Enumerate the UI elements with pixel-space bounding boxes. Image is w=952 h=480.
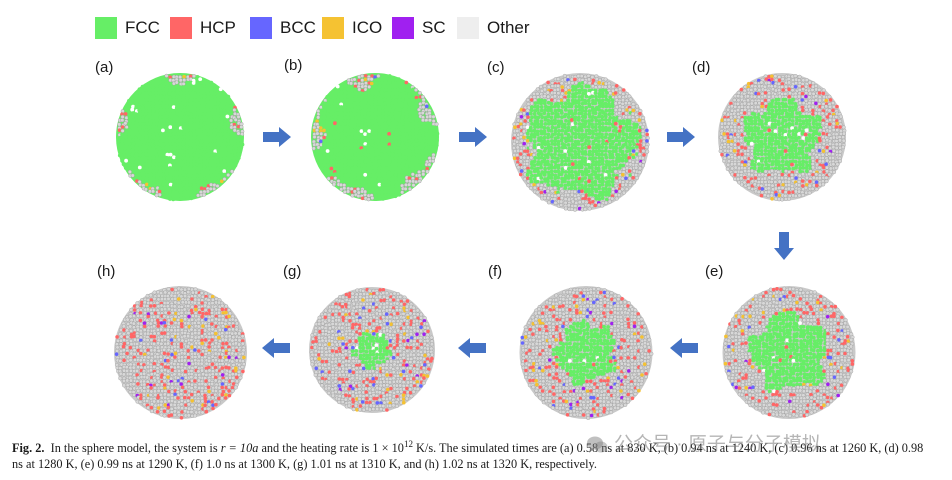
legend-label-ico: ICO bbox=[352, 18, 383, 37]
sphere-panel-c bbox=[511, 73, 650, 212]
caption-text-1: In the sphere model, the system is bbox=[50, 441, 221, 456]
legend-label-other: Other bbox=[487, 18, 530, 37]
sphere-panel-d bbox=[718, 73, 847, 202]
sphere-panel-f bbox=[519, 286, 654, 420]
legend-label-hcp: HCP bbox=[200, 18, 236, 37]
figure-caption: Fig. 2. In the sphere model, the system … bbox=[12, 436, 937, 472]
caption-rate-mantissa: 1 × 10 bbox=[372, 441, 404, 456]
panel-label-e: (e) bbox=[705, 263, 724, 280]
arrow-left-e-f bbox=[670, 338, 698, 358]
legend-label-bcc: BCC bbox=[280, 18, 316, 37]
legend-swatch-hcp bbox=[170, 17, 192, 39]
sphere-panel-h bbox=[114, 286, 247, 420]
arrow-right-b-c bbox=[459, 127, 487, 147]
arrow-left-f-g bbox=[458, 338, 486, 358]
panel-label-d: (d) bbox=[692, 59, 711, 76]
legend-label-fcc: FCC bbox=[125, 18, 160, 37]
legend-swatch-bcc bbox=[250, 17, 272, 39]
panel-label-h: (h) bbox=[97, 263, 116, 280]
sphere-panel-g bbox=[309, 287, 435, 413]
caption-text-2: and the heating rate is bbox=[258, 441, 373, 456]
panel-label-g: (g) bbox=[283, 263, 302, 280]
legend-swatch-sc bbox=[392, 17, 414, 39]
arrow-right-c-d bbox=[667, 127, 695, 147]
arrow-down-d-e bbox=[774, 232, 794, 260]
watermark-text: 公众号 · 原子与分子模拟 bbox=[614, 434, 821, 455]
panel-label-a: (a) bbox=[95, 59, 114, 76]
caption-text-rest: The simulated times are (a) 0.58 ns at 8… bbox=[12, 441, 924, 472]
legend-swatch-fcc bbox=[95, 17, 117, 39]
caption-r-expr: r = 10a bbox=[220, 441, 259, 456]
panel-label-f: (f) bbox=[488, 263, 503, 280]
sphere-panel-b bbox=[311, 73, 440, 202]
sphere-panel-a bbox=[116, 73, 245, 202]
legend-swatch-ico bbox=[322, 17, 344, 39]
caption-fig-label: Fig. 2. bbox=[12, 441, 45, 456]
arrow-left-g-h bbox=[262, 338, 290, 358]
panel-label-c: (c) bbox=[487, 59, 505, 76]
legend-swatch-other bbox=[457, 17, 479, 39]
legend-label-sc: SC bbox=[422, 18, 446, 37]
chat-bubble-icon bbox=[587, 436, 608, 453]
caption-rate-unit: K/s. bbox=[412, 441, 437, 456]
arrow-right-a-b bbox=[263, 127, 291, 147]
sphere-panel-e bbox=[722, 286, 856, 419]
panel-label-b: (b) bbox=[284, 57, 303, 74]
caption-rate-exponent: 12 bbox=[403, 439, 413, 449]
